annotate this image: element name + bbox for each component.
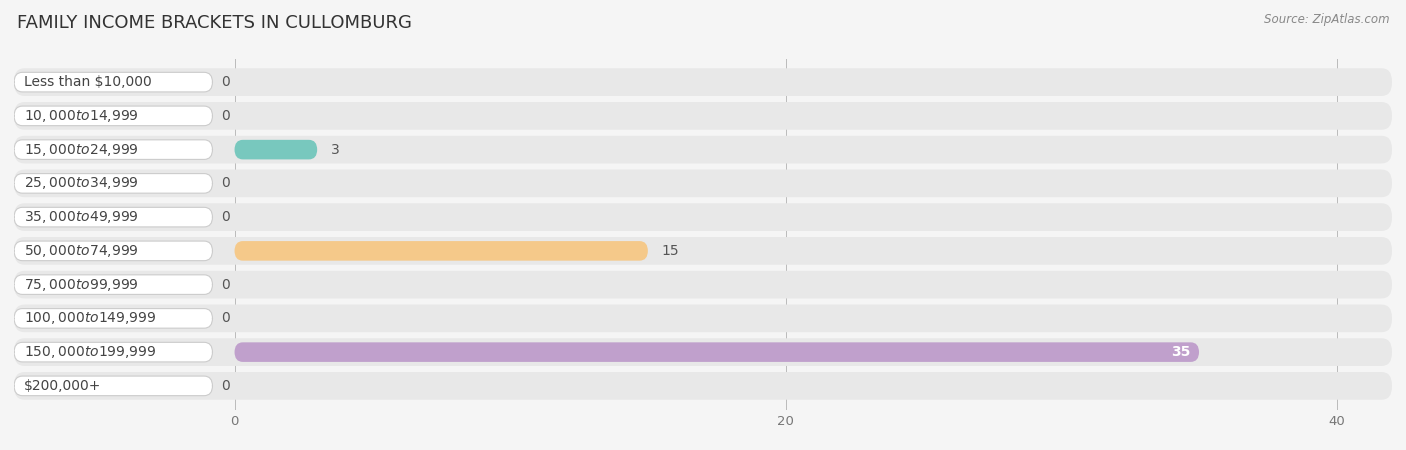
- FancyBboxPatch shape: [14, 170, 1392, 197]
- Text: $150,000 to $199,999: $150,000 to $199,999: [24, 344, 156, 360]
- Text: 15: 15: [662, 244, 679, 258]
- FancyBboxPatch shape: [14, 207, 212, 227]
- Text: $35,000 to $49,999: $35,000 to $49,999: [24, 209, 138, 225]
- FancyBboxPatch shape: [14, 241, 212, 261]
- Text: 0: 0: [221, 278, 229, 292]
- FancyBboxPatch shape: [235, 140, 318, 159]
- Text: $15,000 to $24,999: $15,000 to $24,999: [24, 142, 138, 158]
- FancyBboxPatch shape: [14, 305, 1392, 332]
- Text: 0: 0: [221, 109, 229, 123]
- FancyBboxPatch shape: [14, 203, 1392, 231]
- Text: 35: 35: [1171, 345, 1191, 359]
- FancyBboxPatch shape: [14, 174, 212, 193]
- Text: $25,000 to $34,999: $25,000 to $34,999: [24, 176, 138, 191]
- Text: 0: 0: [221, 311, 229, 325]
- FancyBboxPatch shape: [14, 72, 212, 92]
- FancyBboxPatch shape: [14, 237, 1392, 265]
- Text: 0: 0: [221, 379, 229, 393]
- Text: 0: 0: [221, 176, 229, 190]
- Text: $75,000 to $99,999: $75,000 to $99,999: [24, 277, 138, 292]
- Text: $200,000+: $200,000+: [24, 379, 101, 393]
- FancyBboxPatch shape: [14, 271, 1392, 298]
- Text: $10,000 to $14,999: $10,000 to $14,999: [24, 108, 138, 124]
- Text: Source: ZipAtlas.com: Source: ZipAtlas.com: [1264, 14, 1389, 27]
- Text: 0: 0: [221, 75, 229, 89]
- Text: FAMILY INCOME BRACKETS IN CULLOMBURG: FAMILY INCOME BRACKETS IN CULLOMBURG: [17, 14, 412, 32]
- FancyBboxPatch shape: [14, 372, 1392, 400]
- FancyBboxPatch shape: [14, 342, 212, 362]
- FancyBboxPatch shape: [14, 275, 212, 294]
- Text: 0: 0: [221, 210, 229, 224]
- Text: 3: 3: [330, 143, 340, 157]
- FancyBboxPatch shape: [14, 136, 1392, 163]
- FancyBboxPatch shape: [14, 309, 212, 328]
- FancyBboxPatch shape: [14, 376, 212, 396]
- FancyBboxPatch shape: [14, 102, 1392, 130]
- Text: Less than $10,000: Less than $10,000: [24, 75, 152, 89]
- FancyBboxPatch shape: [235, 241, 648, 261]
- FancyBboxPatch shape: [14, 140, 212, 159]
- FancyBboxPatch shape: [235, 342, 1199, 362]
- FancyBboxPatch shape: [14, 338, 1392, 366]
- Text: $100,000 to $149,999: $100,000 to $149,999: [24, 310, 156, 326]
- FancyBboxPatch shape: [14, 106, 212, 126]
- Text: $50,000 to $74,999: $50,000 to $74,999: [24, 243, 138, 259]
- FancyBboxPatch shape: [14, 68, 1392, 96]
